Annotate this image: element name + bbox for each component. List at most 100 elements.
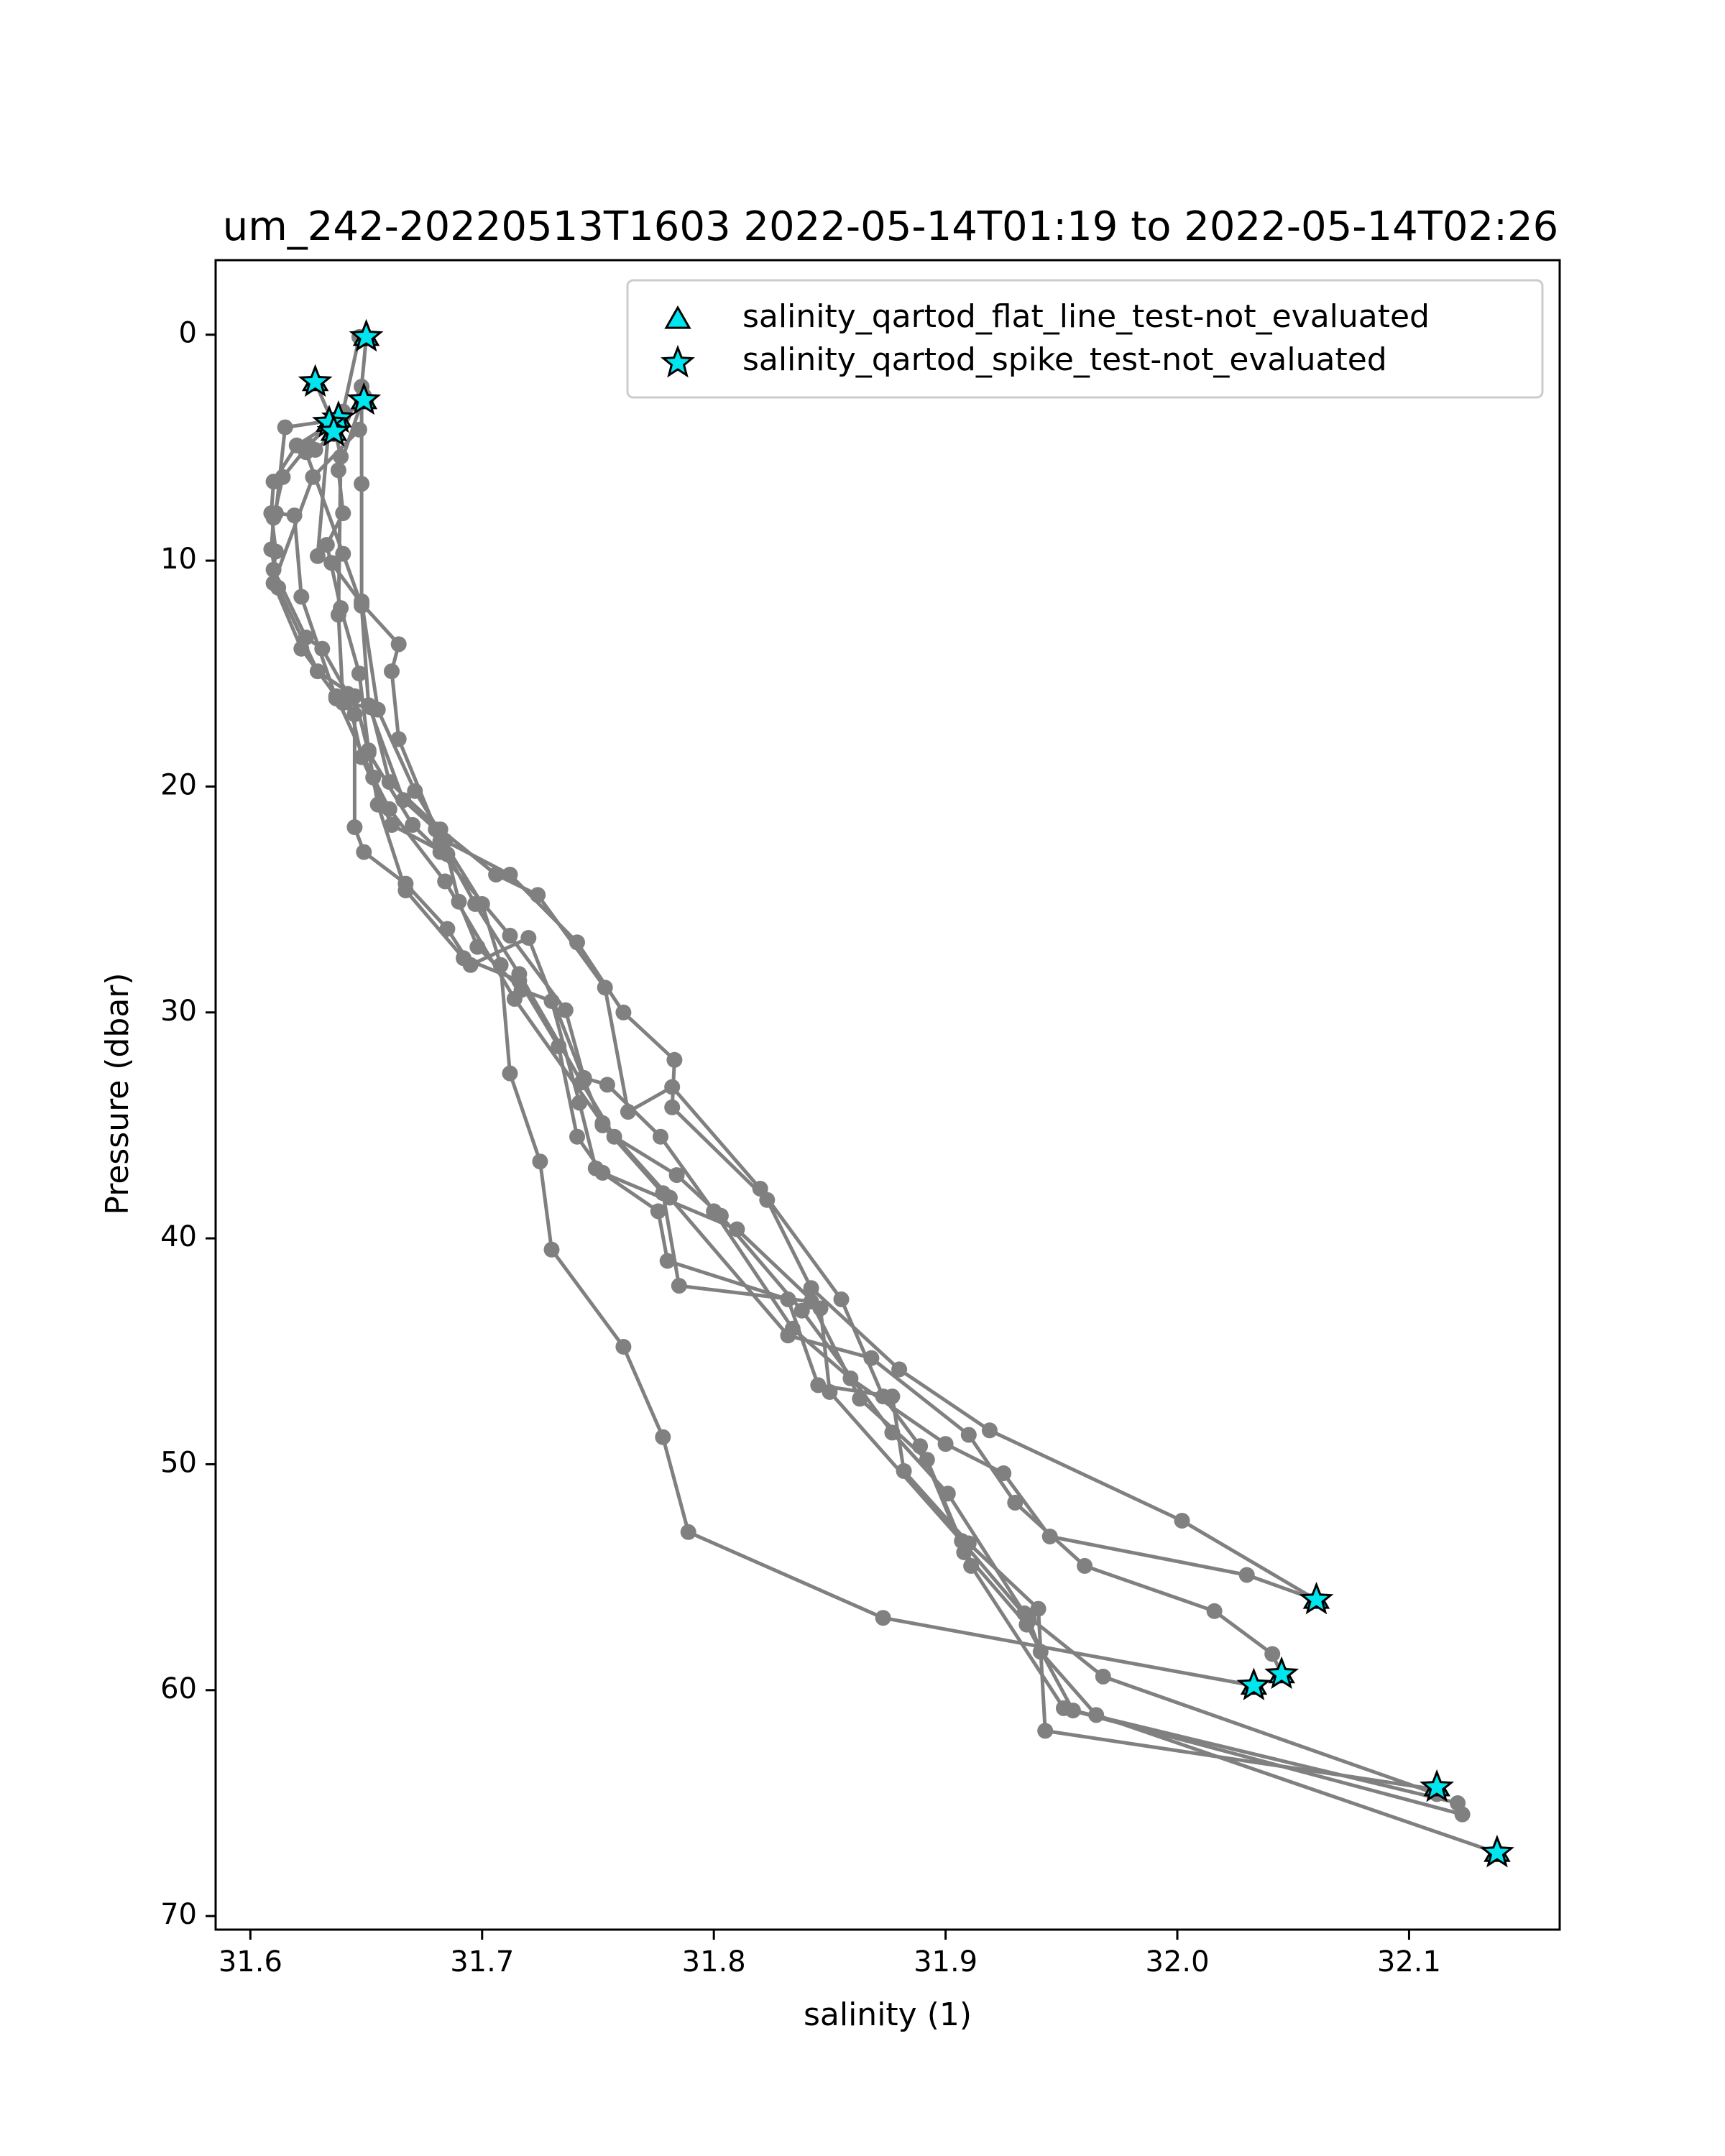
y-tick-label: 50 <box>160 1446 197 1479</box>
data-point <box>759 1192 776 1208</box>
data-point <box>346 706 363 722</box>
y-tick-label: 70 <box>160 1898 197 1931</box>
spike-marker <box>349 318 384 352</box>
data-point <box>309 548 326 564</box>
data-point <box>569 1128 585 1145</box>
legend: salinity_qartod_flat_line_test-not_evalu… <box>626 279 1544 399</box>
data-point <box>551 1038 567 1054</box>
data-point <box>954 1533 970 1549</box>
data-point <box>506 990 523 1007</box>
data-point <box>318 537 335 553</box>
data-point <box>960 1427 977 1443</box>
data-point <box>655 1429 671 1445</box>
data-point <box>615 1339 632 1355</box>
y-axis: 0 10 20 30 40 50 60 70 <box>160 317 216 1931</box>
data-point <box>666 1051 683 1068</box>
data-point <box>1064 1703 1081 1719</box>
data-point <box>360 697 377 714</box>
data-point <box>875 1388 891 1405</box>
spike-marker <box>298 364 333 397</box>
data-point <box>335 695 351 711</box>
y-tick-label: 30 <box>160 995 197 1028</box>
y-tick-label: 40 <box>160 1220 197 1253</box>
data-point <box>1174 1513 1190 1529</box>
data-point <box>502 1065 518 1082</box>
data-point <box>668 1167 685 1184</box>
data-point <box>502 927 518 944</box>
legend-star-marker <box>661 344 695 378</box>
x-tick-label: 31.6 <box>218 1945 282 1978</box>
data-point <box>653 1128 668 1145</box>
data-point <box>369 796 386 813</box>
data-point <box>1021 1612 1037 1628</box>
data-point <box>360 742 377 759</box>
y-axis-label: Pressure (dbar) <box>99 972 136 1215</box>
data-point <box>265 575 282 591</box>
data-point <box>822 1383 838 1400</box>
data-point <box>330 462 346 479</box>
data-point <box>275 469 291 485</box>
data-point <box>891 1361 908 1378</box>
spike-marker <box>1420 1769 1455 1802</box>
legend-box <box>626 279 1544 399</box>
data-point <box>981 1422 998 1439</box>
data-point <box>492 957 509 973</box>
x-tick-label: 31.9 <box>914 1945 978 1978</box>
data-point <box>1095 1668 1111 1685</box>
data-point <box>812 1300 829 1317</box>
legend-label-spike: salinity_qartod_spike_test-not_evaluated <box>742 341 1387 378</box>
data-point <box>407 783 423 799</box>
data-point <box>356 844 372 860</box>
x-tick-label: 32.0 <box>1145 1945 1209 1978</box>
data-point <box>729 1221 745 1238</box>
data-point <box>428 821 444 838</box>
legend-triangle-shape <box>664 305 691 329</box>
data-point <box>939 1485 956 1502</box>
profile-series-4 <box>265 421 1290 1682</box>
marker-layer <box>298 318 1514 1868</box>
data-point <box>664 1099 681 1115</box>
data-point <box>650 1203 666 1220</box>
spike-marker <box>316 413 351 447</box>
data-point <box>1088 1707 1105 1723</box>
data-point <box>384 663 400 680</box>
data-point <box>456 950 472 967</box>
data-point <box>794 1302 810 1319</box>
data-point <box>267 505 284 522</box>
data-point <box>354 597 370 614</box>
y-tick-label: 10 <box>160 543 197 576</box>
data-point <box>397 883 414 898</box>
data-point <box>659 1253 676 1269</box>
data-point <box>569 934 585 951</box>
data-point <box>594 1164 611 1181</box>
data-point <box>1206 1603 1223 1619</box>
data-point <box>395 792 412 808</box>
data-point <box>884 1424 901 1441</box>
profile-line <box>325 395 1498 1855</box>
x-tick-label: 31.8 <box>682 1945 746 1978</box>
data-point <box>803 1280 819 1296</box>
legend-star-shape <box>661 344 695 378</box>
data-point <box>354 476 370 492</box>
y-tick-label: 60 <box>160 1672 197 1705</box>
spike-marker <box>1299 1581 1334 1615</box>
chart-title: um_242-20220513T1603 2022-05-14T01:19 to… <box>223 203 1559 250</box>
data-point <box>405 816 421 833</box>
data-point <box>620 1104 636 1120</box>
data-point <box>333 600 349 617</box>
data-point <box>599 1077 615 1093</box>
data-point <box>384 816 400 833</box>
plot-frame <box>214 259 1561 1931</box>
spike-marker <box>1236 1667 1271 1700</box>
data-point <box>263 541 280 558</box>
x-tick-label: 31.7 <box>450 1945 514 1978</box>
data-point <box>346 688 363 704</box>
spike-marker <box>1264 1656 1300 1690</box>
data-point <box>1007 1494 1024 1511</box>
data-point <box>335 545 351 562</box>
legend-triangle-marker <box>664 305 691 329</box>
data-point <box>557 1002 574 1018</box>
data-point <box>680 1524 696 1540</box>
data-point <box>1238 1567 1255 1583</box>
data-point <box>437 873 454 890</box>
